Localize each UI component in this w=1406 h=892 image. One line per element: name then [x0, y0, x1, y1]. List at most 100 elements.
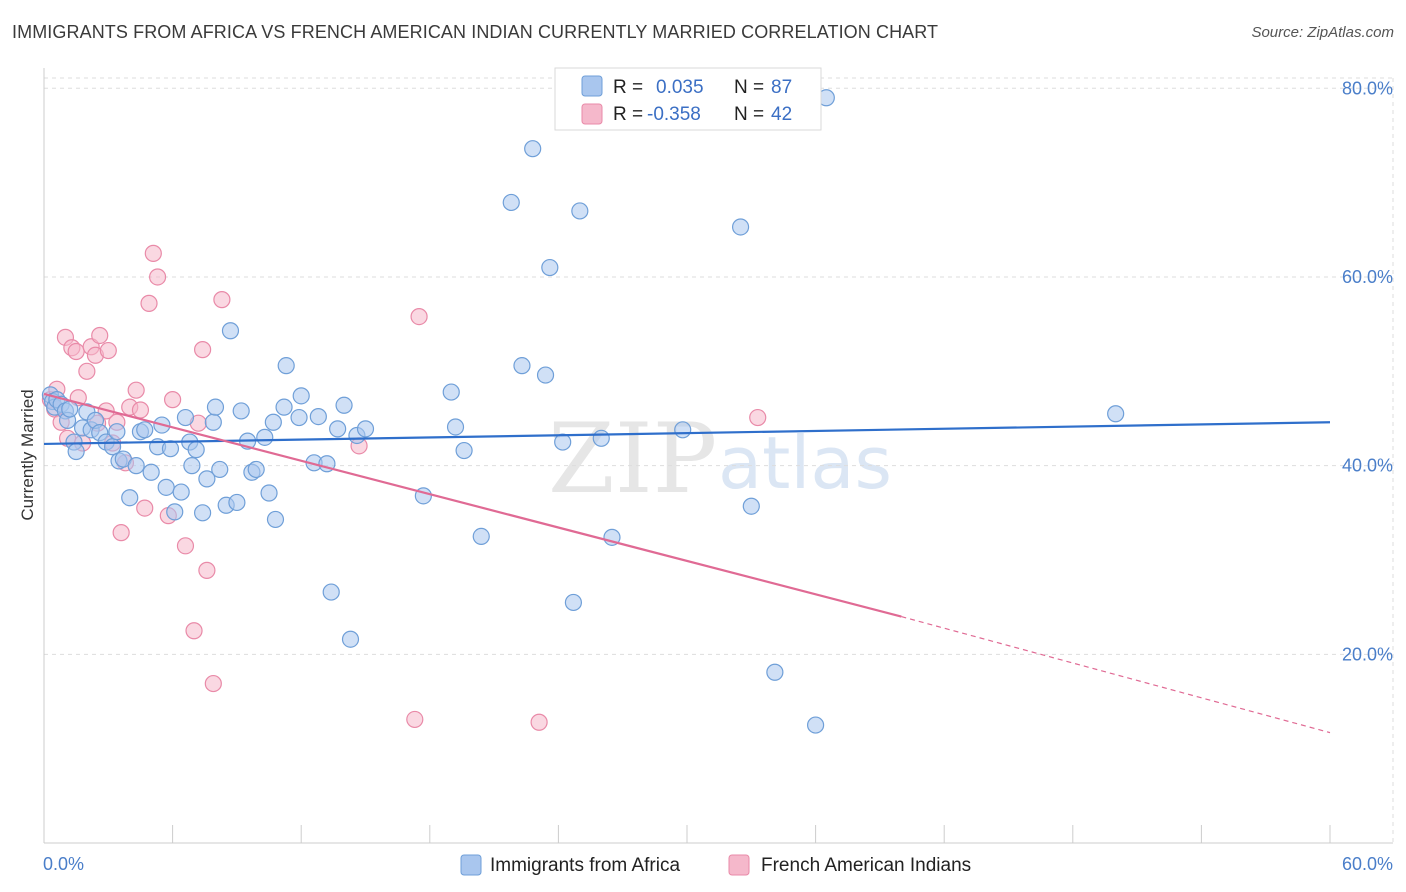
x-tick-min: 0.0%	[43, 854, 84, 874]
data-point	[187, 441, 205, 459]
data-point	[194, 504, 212, 522]
data-point	[228, 493, 246, 512]
data-point	[176, 537, 195, 555]
data-point	[127, 457, 145, 475]
bottom-legend-swatch-pink	[728, 854, 750, 876]
data-point	[204, 413, 222, 431]
data-point	[455, 441, 473, 460]
trend-line-africa	[43, 421, 1331, 446]
data-point	[806, 716, 825, 734]
trend-line-french-american-indians-extrapolated	[901, 616, 1331, 734]
data-point	[275, 398, 293, 416]
data-point	[322, 583, 340, 601]
data-point	[446, 418, 465, 436]
data-point	[406, 710, 424, 729]
data-point	[564, 593, 583, 612]
data-point	[266, 510, 285, 529]
legend-swatch-pink	[581, 103, 603, 125]
data-point	[206, 398, 225, 416]
bottom-legend-label-africa: Immigrants from Africa	[490, 855, 680, 876]
data-point	[766, 663, 784, 681]
legend-r-label-1: R =	[613, 77, 643, 98]
legend-r-value-2: -0.358	[647, 104, 701, 125]
data-point	[142, 463, 160, 481]
data-point	[530, 713, 548, 731]
data-point	[292, 387, 310, 405]
data-point	[204, 674, 222, 693]
data-point	[108, 423, 126, 441]
data-point	[247, 460, 265, 479]
data-point	[221, 322, 240, 340]
data-point	[554, 433, 572, 451]
y-axis-label: Currently Married	[18, 389, 37, 520]
data-point	[121, 489, 139, 507]
data-point	[277, 357, 295, 375]
legend-n-value-2: 42	[771, 104, 792, 125]
y-tick-label: 60.0%	[1342, 267, 1393, 287]
data-point	[410, 307, 428, 326]
data-point	[67, 342, 85, 361]
data-point	[329, 420, 347, 438]
data-point	[264, 413, 282, 431]
data-point	[185, 622, 203, 640]
data-point	[136, 421, 154, 439]
axes	[43, 68, 1393, 844]
data-point	[356, 420, 375, 438]
y-tick-labels: 20.0% 40.0% 60.0% 80.0%	[1342, 78, 1393, 664]
legend-n-value-1: 87	[771, 77, 792, 98]
data-point	[176, 408, 195, 427]
data-point	[164, 391, 182, 409]
source-label: Source: ZipAtlas.com	[1251, 24, 1394, 41]
stats-legend: R = 0.035 N = 87 R = -0.358 N = 42	[554, 67, 822, 131]
data-point	[472, 527, 490, 546]
data-point	[194, 341, 212, 359]
data-point	[211, 460, 229, 479]
data-point	[140, 294, 158, 312]
data-point	[742, 497, 760, 515]
data-point	[290, 408, 308, 427]
data-point	[183, 457, 201, 475]
data-point	[136, 499, 154, 517]
chart-title: IMMIGRANTS FROM AFRICA VS FRENCH AMERICA…	[12, 22, 939, 42]
data-point	[78, 362, 96, 380]
data-point	[260, 484, 278, 502]
data-point	[541, 258, 559, 277]
data-point	[91, 326, 109, 345]
data-point	[335, 396, 353, 414]
data-point	[198, 470, 216, 488]
bottom-legend-swatch-blue	[460, 854, 482, 876]
legend-r-value-1: 0.035	[656, 77, 704, 98]
legend-n-label-1: N =	[734, 77, 764, 98]
legend-r-label-2: R =	[613, 104, 643, 125]
data-point	[442, 383, 460, 401]
data-point	[536, 366, 555, 384]
trend-lines	[43, 392, 1331, 734]
data-point	[513, 357, 531, 375]
data-point	[67, 442, 85, 461]
series-legend: Immigrants from Africa French American I…	[460, 854, 971, 876]
data-point	[309, 407, 327, 426]
data-point	[341, 630, 360, 648]
trend-line-french-american-indians	[43, 392, 902, 618]
data-point	[674, 421, 692, 439]
data-point	[99, 341, 117, 360]
y-tick-label: 40.0%	[1342, 456, 1393, 476]
data-point	[502, 193, 520, 212]
x-tick-max: 60.0%	[1342, 854, 1393, 874]
data-point	[571, 202, 589, 220]
watermark-zip: ZIP	[548, 403, 717, 515]
bottom-legend-label-french-american-indians: French American Indians	[761, 855, 971, 876]
data-point	[127, 381, 145, 399]
legend-n-label-2: N =	[734, 104, 764, 125]
y-tick-label: 80.0%	[1342, 78, 1393, 98]
data-point	[232, 402, 250, 420]
legend-swatch-blue	[581, 75, 603, 97]
watermark-atlas: atlas	[718, 421, 892, 505]
data-point	[161, 440, 180, 458]
data-point	[749, 408, 767, 427]
data-point	[148, 268, 167, 286]
y-tick-label: 20.0%	[1342, 644, 1393, 664]
data-point	[112, 524, 130, 542]
data-point	[172, 483, 190, 501]
